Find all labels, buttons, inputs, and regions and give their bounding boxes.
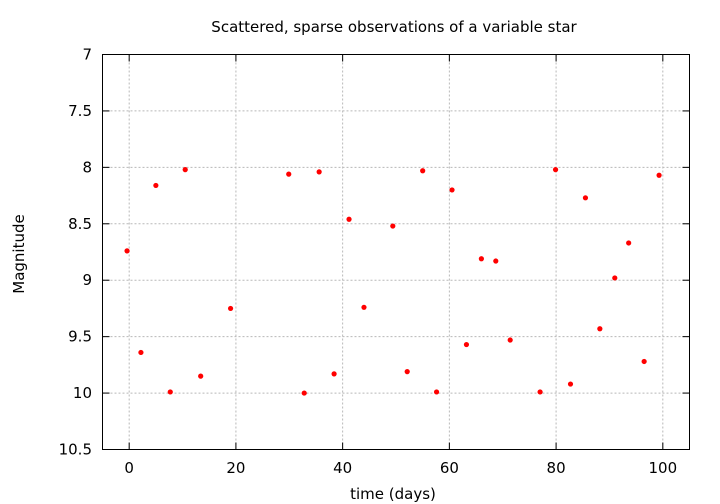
data-points xyxy=(124,167,662,396)
data-point-6 xyxy=(198,373,204,379)
data-point-16 xyxy=(420,168,426,174)
y-tick-label: 8 xyxy=(82,158,92,176)
y-tick-label: 9.5 xyxy=(68,328,92,346)
data-point-12 xyxy=(346,216,352,222)
data-point-20 xyxy=(478,256,484,262)
data-point-1 xyxy=(124,248,130,254)
y-tick-label: 9 xyxy=(82,271,92,289)
y-axis-label: Magnitude xyxy=(10,214,28,293)
data-point-22 xyxy=(507,337,513,343)
data-point-10 xyxy=(316,169,322,175)
plot-frame xyxy=(102,54,690,450)
y-tick-label: 8.5 xyxy=(68,215,92,233)
data-point-23 xyxy=(537,389,543,395)
x-tick-label: 80 xyxy=(547,459,566,477)
data-point-3 xyxy=(153,182,159,189)
y-tick-label: 10 xyxy=(73,384,92,402)
data-point-29 xyxy=(626,240,632,246)
x-axis-label: time (days) xyxy=(350,485,436,503)
data-point-8 xyxy=(286,171,292,177)
data-point-2 xyxy=(138,349,144,356)
chart-title: Scattered, sparse observations of a vari… xyxy=(211,18,577,36)
data-point-15 xyxy=(404,369,410,375)
y-tick-label: 7 xyxy=(82,46,92,64)
data-point-13 xyxy=(361,304,367,310)
data-point-30 xyxy=(641,358,647,365)
data-point-14 xyxy=(390,223,396,229)
x-tick-label: 20 xyxy=(226,459,245,477)
data-point-27 xyxy=(597,326,603,332)
data-point-28 xyxy=(612,275,618,281)
data-point-5 xyxy=(182,167,188,173)
data-point-17 xyxy=(433,389,440,395)
data-point-7 xyxy=(227,305,234,312)
data-point-9 xyxy=(301,390,307,396)
tick-layer: 0 20 40 60 80 100 7 7.5 8 8.5 9 9.5 10 10.5 xyxy=(59,46,690,477)
x-tick-label: 40 xyxy=(333,459,352,477)
data-point-26 xyxy=(582,195,589,201)
data-point-25 xyxy=(567,381,574,387)
y-tick-label: 7.5 xyxy=(68,102,92,120)
data-point-19 xyxy=(463,341,470,348)
data-point-4 xyxy=(167,389,173,395)
data-point-31 xyxy=(656,172,662,178)
data-point-24 xyxy=(552,167,559,173)
data-point-21 xyxy=(493,258,499,264)
data-point-11 xyxy=(331,371,337,377)
y-tick-label: 10.5 xyxy=(59,441,92,459)
x-tick-label: 100 xyxy=(648,459,677,477)
x-tick-label: 60 xyxy=(440,459,459,477)
data-point-18 xyxy=(449,187,455,193)
x-tick-label: 0 xyxy=(124,459,134,477)
